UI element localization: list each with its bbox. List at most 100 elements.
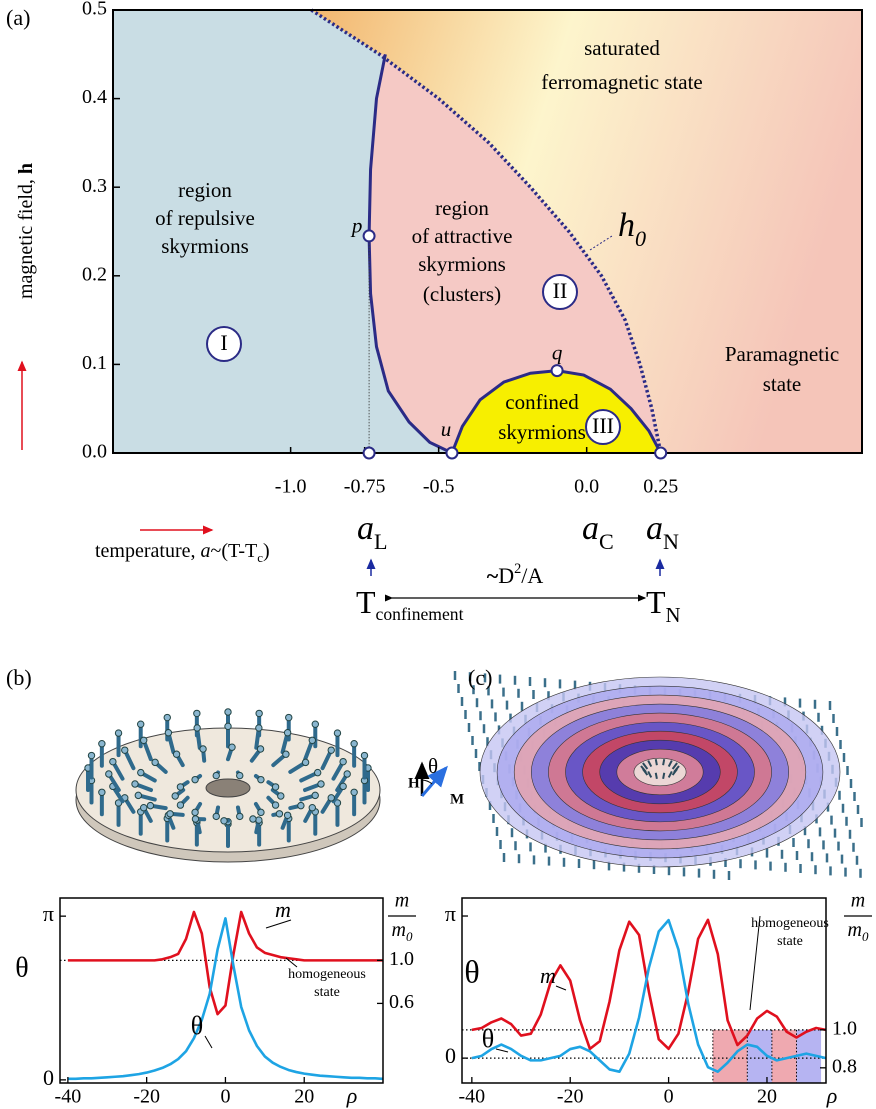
- special-point: [364, 230, 375, 241]
- y2-axis-label: m: [851, 890, 865, 912]
- special-point: [364, 448, 375, 459]
- region-numeral: III: [592, 413, 614, 438]
- spin-head: [284, 812, 290, 818]
- region-label: region: [435, 196, 489, 220]
- label-leader: [496, 1049, 508, 1052]
- temperature-mark-part: N: [663, 529, 679, 554]
- spin-head: [200, 746, 206, 752]
- page: {"chart_data": [ {"type": "phase", "pane…: [0, 0, 876, 1109]
- spin-head: [225, 723, 231, 729]
- spin-head: [256, 817, 262, 823]
- y-tick-label: 0.3: [82, 175, 107, 197]
- spin-head: [147, 802, 153, 808]
- spin-head: [351, 741, 357, 747]
- spin-head: [173, 751, 179, 757]
- y2-axis-label-part: 0: [862, 929, 869, 944]
- spin-head: [272, 784, 278, 790]
- shaded-band: [713, 1030, 747, 1083]
- spin-head: [172, 793, 178, 799]
- x-tick-label: -1.0: [275, 476, 307, 498]
- x-tick-label: -40: [55, 1086, 82, 1108]
- panel-label: (b): [6, 665, 32, 690]
- spin-head: [192, 816, 198, 822]
- spin-head: [213, 772, 219, 778]
- spin-head: [177, 784, 183, 790]
- temperature-mark-part: a: [646, 510, 663, 547]
- y2-tick-label: 1.0: [389, 948, 414, 970]
- spin-head: [361, 752, 367, 758]
- spin-head: [225, 709, 231, 715]
- spin-head: [328, 747, 334, 753]
- spin-head: [167, 811, 173, 817]
- point-label: q: [552, 340, 563, 364]
- spin-head: [152, 759, 158, 765]
- x-tick-label: -40: [459, 1086, 486, 1108]
- temperature-mark-part: L: [374, 529, 388, 554]
- special-point: [552, 365, 563, 376]
- spin-head: [221, 818, 227, 824]
- temperature-mark-part: C: [599, 529, 614, 554]
- region-label: of attractive: [412, 224, 513, 248]
- curve-label: m: [275, 897, 291, 922]
- spin-head: [340, 758, 346, 764]
- x-axis-label: temperature, a~(T-Tc): [95, 540, 270, 566]
- y-axis-label: magnetic field, h: [15, 163, 37, 299]
- spin-head: [192, 776, 198, 782]
- y-tick-label: 0.5: [82, 0, 107, 20]
- spin-head: [99, 789, 105, 795]
- panel-label: (c): [468, 665, 492, 690]
- region-numeral: I: [220, 330, 227, 355]
- spin-head: [314, 769, 320, 775]
- label-leader: [205, 1036, 212, 1048]
- spin-head: [258, 776, 264, 782]
- panel-label: (a): [6, 5, 30, 30]
- y2-axis-label: m0: [848, 919, 869, 945]
- y-tick-label: 0: [43, 1065, 54, 1090]
- spin-head: [213, 813, 219, 819]
- energy-scale-part: ~: [487, 563, 499, 588]
- curve-label: θ: [191, 1011, 203, 1040]
- reference-label: state: [777, 934, 803, 949]
- y-axis-label-part: h: [15, 163, 37, 174]
- spin-head: [122, 747, 128, 753]
- transition-label: TN: [646, 584, 681, 627]
- y2-axis-label-part: m: [848, 919, 862, 941]
- angle-arc: [422, 780, 432, 784]
- y-tick-label: π: [445, 901, 456, 926]
- reference-label: state: [314, 985, 340, 1000]
- spin-head: [110, 758, 116, 764]
- spin-head: [302, 759, 308, 765]
- inset-label: H: [408, 775, 420, 791]
- figure: -1.0-0.75-0.50.00.250.00.10.20.30.40.5pq…: [0, 0, 876, 1109]
- reference-label: homogeneous: [288, 967, 366, 982]
- spin-head: [165, 730, 171, 736]
- spin-head: [328, 795, 334, 801]
- spin-head: [141, 737, 147, 743]
- y-tick-label: π: [43, 901, 54, 926]
- x-axis-label-part: temperature,: [95, 540, 201, 562]
- y2-axis-label-part: m: [392, 919, 406, 941]
- y-axis-label: θ: [464, 953, 479, 989]
- energy-scale-part: /A: [521, 563, 543, 588]
- x-tick-label: 0.25: [643, 476, 678, 498]
- spin-head: [99, 741, 105, 747]
- spin-head: [88, 752, 94, 758]
- spin-head: [229, 744, 235, 750]
- spin-head: [138, 721, 144, 727]
- x-axis-label: ρ: [346, 1083, 358, 1108]
- spin-head: [135, 792, 141, 798]
- point-label: p: [350, 214, 363, 238]
- spin-head: [256, 710, 262, 716]
- curve-label-part: h: [618, 207, 635, 244]
- x-axis-label: ρ: [826, 1083, 838, 1108]
- spin-head: [237, 813, 243, 819]
- temperature-mark: aL: [357, 510, 388, 554]
- y-tick-label: 0.2: [82, 263, 107, 285]
- spin-head: [286, 714, 292, 720]
- spin-head: [309, 737, 315, 743]
- temperature-mark: aN: [646, 510, 679, 554]
- spin-head: [194, 710, 200, 716]
- transition-label: Tconfinement: [356, 584, 464, 624]
- ring: [634, 758, 686, 786]
- special-point: [655, 448, 666, 459]
